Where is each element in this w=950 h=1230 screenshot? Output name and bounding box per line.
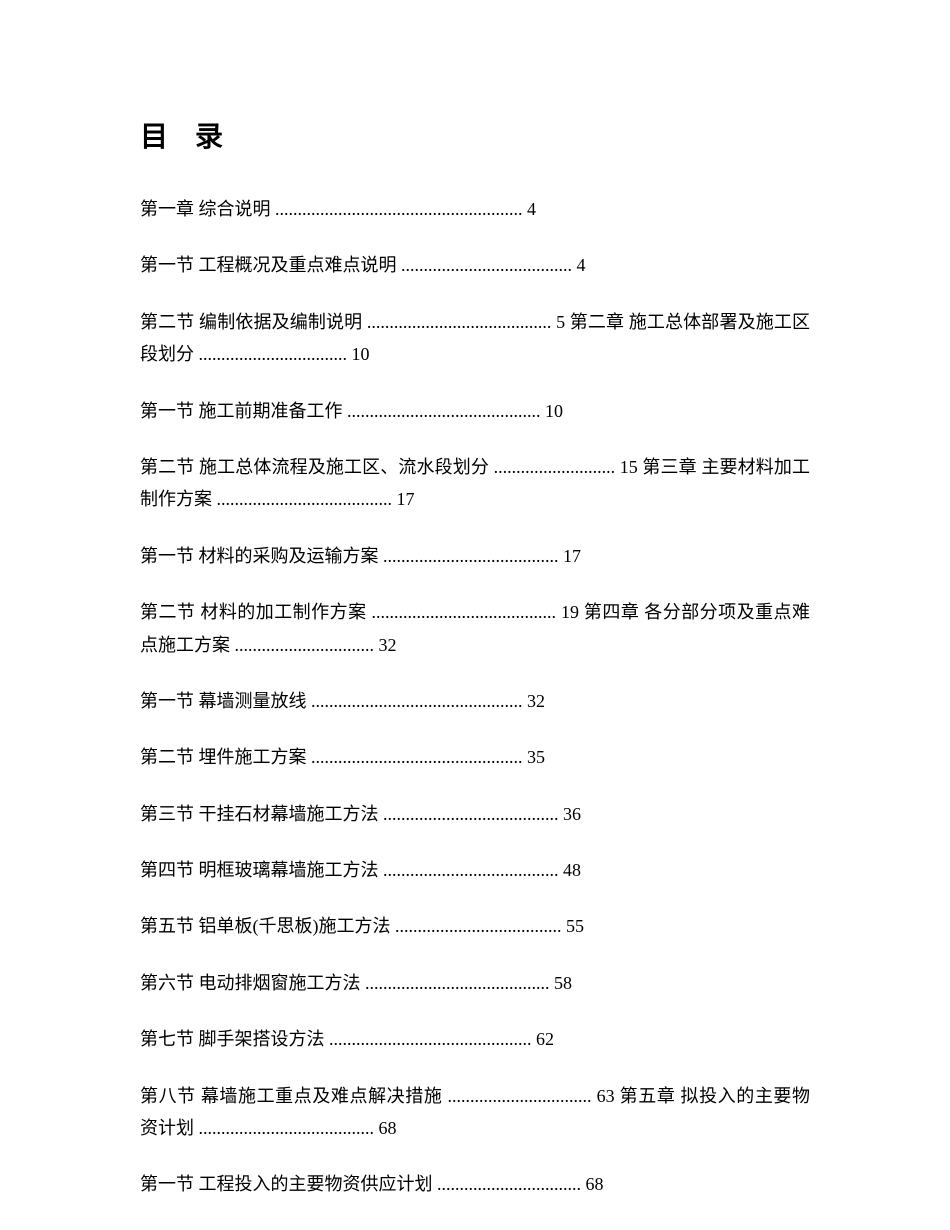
toc-entry-text: 第一节 施工前期准备工作 ...........................… — [140, 401, 563, 421]
toc-entry: 第三节 干挂石材幕墙施工方法 .........................… — [140, 798, 810, 830]
toc-entry-text: 第六节 电动排烟窗施工方法 ..........................… — [140, 973, 572, 993]
table-of-contents: 第一章 综合说明 ...............................… — [140, 193, 810, 1201]
toc-entry: 第六节 电动排烟窗施工方法 ..........................… — [140, 967, 810, 999]
toc-entry-text: 第五节 铝单板(千思板)施工方法 .......................… — [140, 916, 584, 936]
toc-entry-text: 第一节 工程概况及重点难点说明 ........................… — [140, 255, 586, 275]
toc-entry-text: 第二节 埋件施工方案 .............................… — [140, 747, 545, 767]
toc-entry: 第一章 综合说明 ...............................… — [140, 193, 810, 225]
toc-entry: 第一节 工程投入的主要物资供应计划 ......................… — [140, 1168, 810, 1200]
toc-entry-text: 第四节 明框玻璃幕墙施工方法 .........................… — [140, 860, 581, 880]
toc-entry-text: 第八节 幕墙施工重点及难点解决措施 ......................… — [140, 1086, 810, 1138]
toc-entry: 第一节 幕墙测量放线 .............................… — [140, 685, 810, 717]
toc-entry: 第一节 工程概况及重点难点说明 ........................… — [140, 249, 810, 281]
toc-entry-text: 第二节 编制依据及编制说明 ..........................… — [140, 312, 810, 364]
toc-entry: 第二节 编制依据及编制说明 ..........................… — [140, 306, 810, 371]
toc-entry-text: 第一章 综合说明 ...............................… — [140, 199, 536, 219]
toc-entry-text: 第一节 工程投入的主要物资供应计划 ......................… — [140, 1174, 604, 1194]
toc-entry-text: 第七节 脚手架搭设方法 ............................… — [140, 1029, 554, 1049]
toc-entry-text: 第三节 干挂石材幕墙施工方法 .........................… — [140, 804, 581, 824]
toc-entry-text: 第一节 幕墙测量放线 .............................… — [140, 691, 545, 711]
toc-entry-text: 第一节 材料的采购及运输方案 .........................… — [140, 546, 581, 566]
toc-entry: 第七节 脚手架搭设方法 ............................… — [140, 1023, 810, 1055]
toc-entry: 第四节 明框玻璃幕墙施工方法 .........................… — [140, 854, 810, 886]
toc-entry: 第二节 施工总体流程及施工区、流水段划分 ...................… — [140, 451, 810, 516]
toc-entry-text: 第二节 材料的加工制作方案 ..........................… — [140, 602, 810, 654]
toc-entry: 第一节 材料的采购及运输方案 .........................… — [140, 540, 810, 572]
toc-entry: 第二节 埋件施工方案 .............................… — [140, 741, 810, 773]
toc-entry: 第五节 铝单板(千思板)施工方法 .......................… — [140, 910, 810, 942]
toc-entry-text: 第二节 施工总体流程及施工区、流水段划分 ...................… — [140, 457, 810, 509]
toc-entry: 第一节 施工前期准备工作 ...........................… — [140, 395, 810, 427]
page-title: 目 录 — [140, 115, 810, 155]
toc-entry: 第二节 材料的加工制作方案 ..........................… — [140, 596, 810, 661]
toc-entry: 第八节 幕墙施工重点及难点解决措施 ......................… — [140, 1080, 810, 1145]
